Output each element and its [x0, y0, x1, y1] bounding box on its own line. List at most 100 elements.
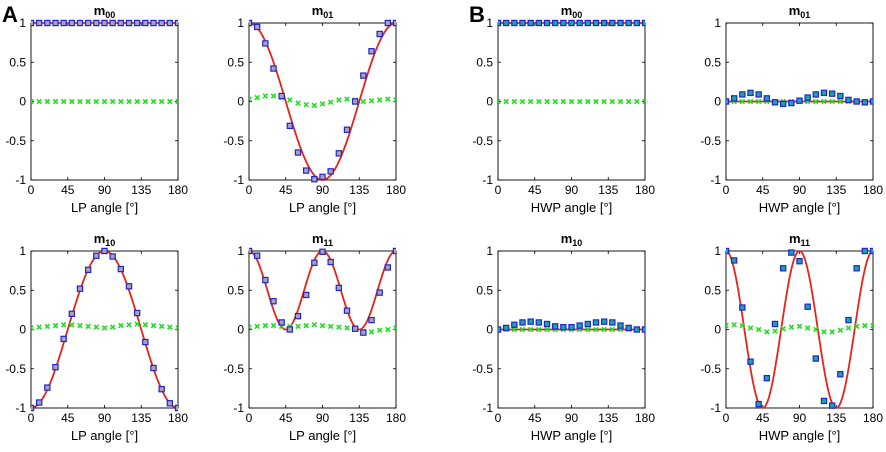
deviation-point [617, 98, 624, 105]
measured-point [502, 19, 510, 27]
deviation-point [52, 322, 59, 329]
deviation-point [544, 98, 550, 105]
measured-point [133, 309, 141, 317]
measured-point [543, 19, 551, 27]
measured-point [592, 319, 600, 326]
measured-point [625, 19, 632, 27]
deviation-point [385, 326, 391, 333]
measured-point [44, 19, 51, 27]
measured-point [101, 19, 108, 27]
measured-point [286, 326, 294, 333]
measured-point [730, 95, 738, 102]
panel-label-a: A [2, 2, 18, 27]
measured-point [804, 94, 811, 101]
deviation-point [93, 98, 100, 105]
plot-area [726, 89, 873, 108]
measured-point [286, 122, 294, 130]
measured-point [837, 371, 844, 378]
y-tick-label: 1 [237, 244, 244, 258]
deviation-point [837, 98, 844, 105]
deviation-point [576, 98, 583, 105]
deviation-point [142, 98, 149, 105]
deviation-point [519, 326, 526, 333]
chart-title: m00 [561, 3, 583, 20]
measured-point [560, 323, 567, 331]
deviation-point [634, 98, 640, 105]
measured-point [158, 385, 165, 393]
deviation-point [788, 324, 795, 330]
chart-title-subscript: 00 [572, 10, 582, 20]
y-tick-label: 1 [237, 16, 244, 30]
chart-a-m01: 0 45 90 135 180 -1 -0.5 0 0.5 1 m01 LP angle [°] [223, 3, 406, 215]
chart-title-main: m [561, 3, 573, 18]
deviation-point [829, 98, 835, 105]
measured-point [368, 48, 375, 55]
deviation-point [109, 324, 116, 330]
y-tick-label: -0.5 [472, 362, 493, 376]
y-tick-label: 0 [486, 95, 493, 109]
chart-title: m10 [94, 231, 116, 248]
deviation-point [118, 98, 124, 105]
deviation-point [44, 98, 51, 105]
measured-point [142, 19, 149, 27]
deviation-point [747, 98, 754, 105]
measured-point [360, 72, 367, 79]
deviation-point [552, 98, 558, 105]
theory-curve [726, 250, 873, 409]
deviation-point [69, 322, 75, 328]
deviation-point [270, 93, 277, 99]
deviation-point [85, 98, 91, 105]
deviation-point [601, 98, 607, 105]
deviation-point [254, 323, 260, 330]
measured-point [249, 19, 253, 27]
measured-point [576, 322, 583, 329]
deviation-point [336, 324, 342, 330]
measured-point [262, 40, 269, 47]
measured-point [568, 323, 575, 331]
deviation-point [376, 97, 383, 103]
chart-b-m11: 0 45 90 135 180 -1 -0.5 0 0.5 1 m11 HWP angle [°] [700, 231, 883, 443]
chart-title-subscript: 01 [800, 10, 810, 20]
measured-point [551, 323, 559, 330]
measured-point [747, 89, 754, 97]
measured-point [796, 97, 803, 104]
deviation-point [31, 98, 34, 105]
deviation-point [393, 97, 396, 103]
plot-area [726, 247, 873, 409]
x-tick-label: 45 [279, 411, 293, 425]
measured-point [343, 126, 351, 133]
measured-point [771, 320, 779, 328]
measured-point [600, 19, 608, 27]
measured-point [869, 247, 873, 255]
measured-point [560, 19, 567, 27]
y-tick-label: -1 [482, 401, 493, 415]
measured-point [609, 319, 616, 326]
deviation-point [519, 98, 526, 105]
measured-point [535, 19, 543, 27]
measured-point [633, 19, 641, 27]
measured-point [76, 19, 84, 27]
measured-point [739, 91, 746, 98]
measured-point [376, 30, 383, 38]
x-axis-label: LP angle [°] [71, 200, 138, 215]
measured-point [278, 319, 285, 326]
deviation-point [158, 323, 165, 330]
measured-point [584, 320, 592, 328]
deviation-point [118, 322, 124, 329]
deviation-point [344, 96, 350, 102]
chart-a-m00: 0 45 90 135 180 -1 -0.5 0 0.5 1 m00 LP angle [°] [5, 3, 188, 215]
deviation-point [134, 98, 140, 105]
deviation-point [60, 322, 67, 328]
measured-point [150, 364, 157, 372]
deviation-point [175, 98, 178, 105]
plot-area [31, 247, 178, 412]
y-tick-label: 1 [19, 244, 26, 258]
deviation-point [609, 326, 616, 333]
chart-title: m00 [94, 3, 116, 20]
x-tick-label: 180 [386, 411, 406, 425]
measured-point [376, 289, 383, 296]
deviation-point [837, 327, 844, 334]
deviation-point [69, 98, 75, 105]
measured-point [84, 19, 92, 27]
measured-point [845, 316, 852, 324]
